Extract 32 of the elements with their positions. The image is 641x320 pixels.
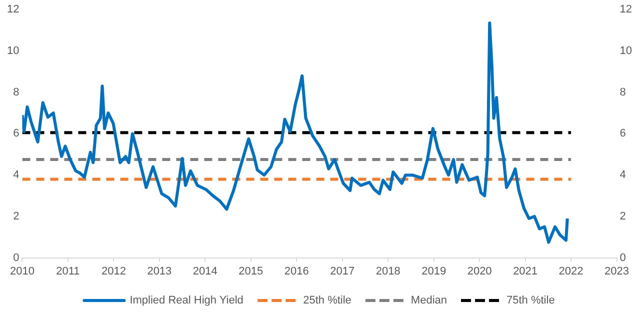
y-tick-label: 6 <box>13 128 20 140</box>
y2-tick-label: 2 <box>620 210 626 222</box>
x-tick-label: 2020 <box>467 265 492 278</box>
x-tick-label: 2013 <box>147 265 172 278</box>
y-tick-label: 4 <box>13 169 20 182</box>
x-tick-label: 2012 <box>101 265 126 278</box>
y-tick-label: 8 <box>13 86 20 98</box>
x-tick-label: 2017 <box>330 265 355 278</box>
x-tick-label: 2021 <box>513 265 538 278</box>
legend-label: 25th %tile <box>303 294 352 307</box>
x-tick-label: 2015 <box>238 265 264 278</box>
y2-tick-label: 12 <box>620 4 632 16</box>
y-tick-label: 2 <box>13 210 20 222</box>
x-tick-label: 2010 <box>10 265 34 278</box>
legend-label: Implied Real High Yield <box>130 294 244 307</box>
x-tick-label: 2016 <box>284 265 309 278</box>
x-tick-label: 2014 <box>192 265 218 278</box>
x-tick-label: 2022 <box>558 265 584 278</box>
y-tick-label: 0 <box>13 252 20 264</box>
y2-tick-label: 8 <box>620 86 626 98</box>
x-tick-label: 2023 <box>604 265 630 278</box>
x-tick-label: 2018 <box>376 265 400 278</box>
y2-tick-label: 0 <box>620 252 626 264</box>
legend-label: Median <box>410 294 447 307</box>
y2-tick-label: 6 <box>620 128 626 140</box>
x-tick-label: 2011 <box>56 265 80 278</box>
y-tick-label: 12 <box>6 4 20 16</box>
y2-tick-label: 4 <box>620 169 626 182</box>
y2-tick-label: 10 <box>620 45 632 57</box>
x-tick-label: 2019 <box>422 265 446 278</box>
legend-label: 75th %tile <box>506 294 555 307</box>
y-tick-label: 10 <box>6 45 20 57</box>
